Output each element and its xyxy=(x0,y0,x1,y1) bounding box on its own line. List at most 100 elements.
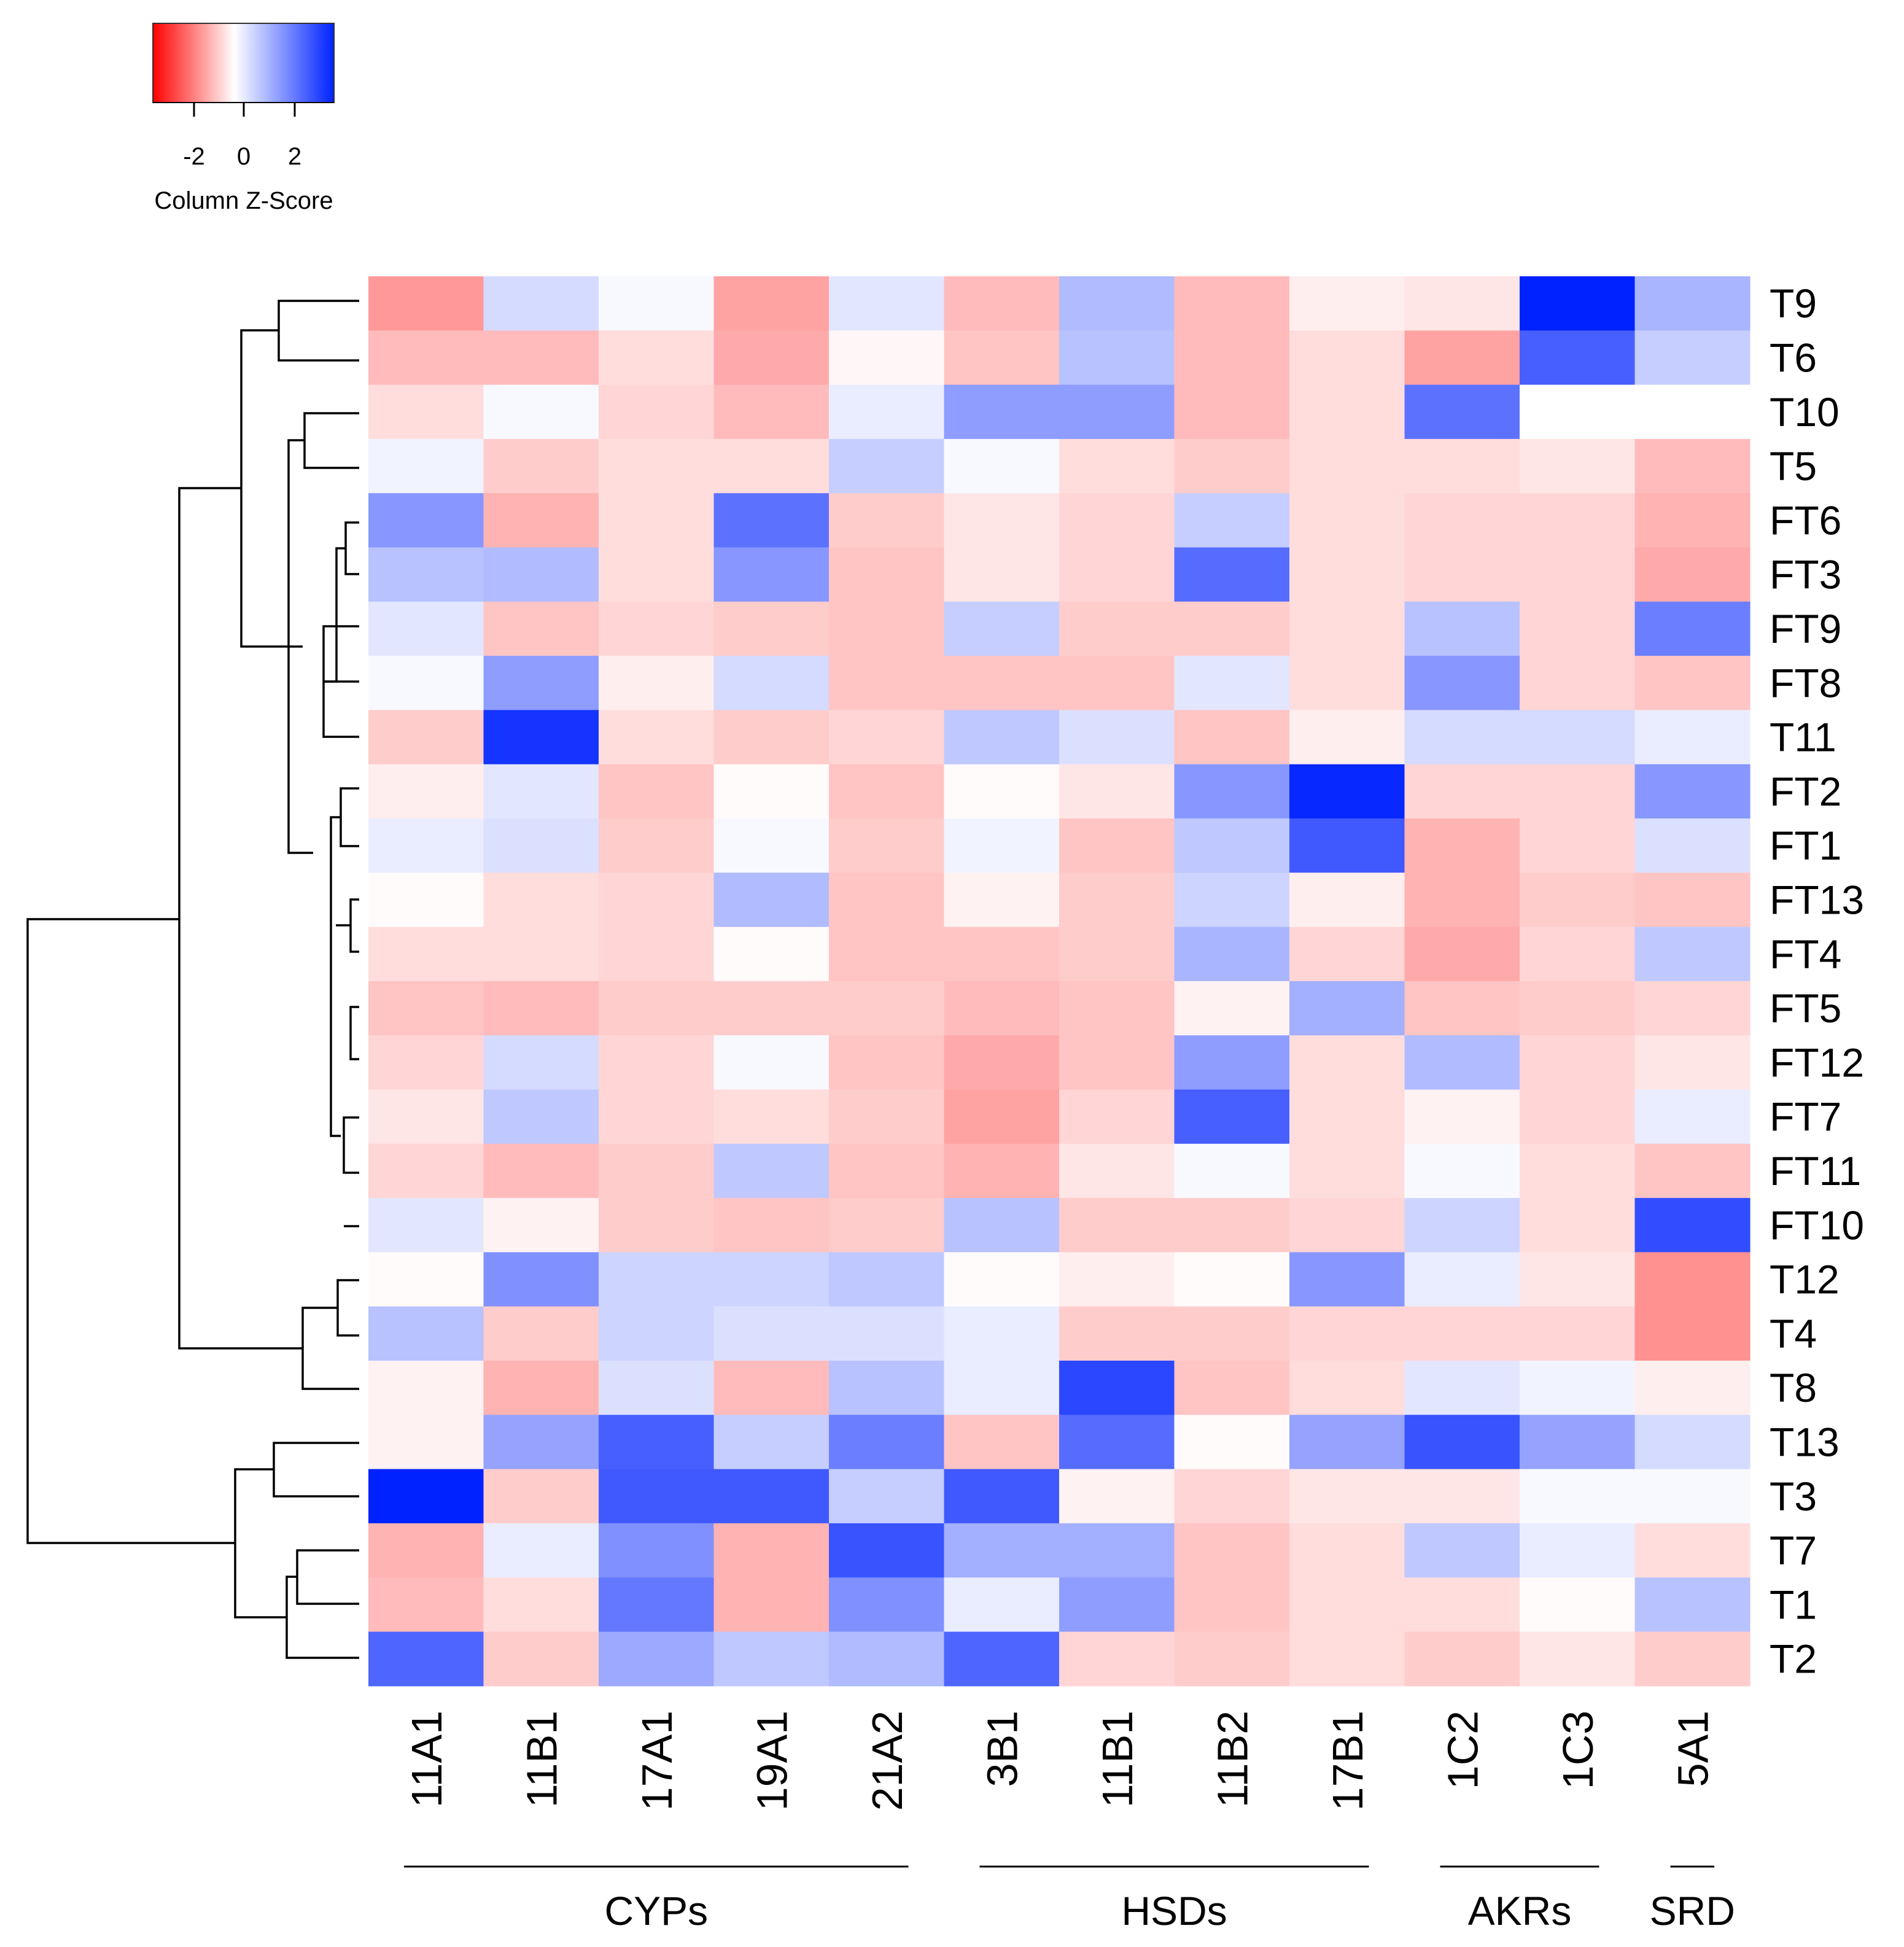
heatmap-cell xyxy=(1404,384,1520,440)
column-label: 11B1 xyxy=(518,1711,565,1808)
heatmap-cell xyxy=(599,1631,715,1687)
column-labels: 11A1 11B1 17A1 19A1 21A2 3B1 11B1 11B2 17B1 1C2 1C… xyxy=(403,1711,1717,1811)
dendrogram-branch xyxy=(303,412,359,469)
heatmap-cell xyxy=(1059,872,1175,928)
heatmap-cell xyxy=(713,764,830,819)
heatmap-cell xyxy=(368,601,484,656)
heatmap-cell xyxy=(1289,276,1405,331)
row-label: T11 xyxy=(1770,715,1836,760)
color-key-tick-marks xyxy=(193,103,296,117)
column-label: 19A1 xyxy=(748,1711,796,1811)
heatmap-cell xyxy=(483,330,599,386)
heatmap-cell xyxy=(599,1089,715,1144)
heatmap-cell xyxy=(713,1361,830,1415)
heatmap-cell xyxy=(368,276,484,331)
heatmap-cell xyxy=(944,710,1060,765)
heatmap-cell xyxy=(1520,872,1636,928)
heatmap-cell xyxy=(944,1198,1060,1253)
heatmap-cell xyxy=(1174,927,1290,982)
heatmap-cell xyxy=(1520,1577,1636,1633)
heatmap-cell xyxy=(944,818,1060,873)
heatmap-cell xyxy=(713,872,830,928)
heatmap-cell xyxy=(829,818,945,873)
dendrogram-branch xyxy=(26,918,235,1544)
heatmap-cell xyxy=(1289,1415,1405,1470)
row-label: T10 xyxy=(1770,389,1840,435)
heatmap-cell xyxy=(1289,1089,1405,1144)
heatmap-cell xyxy=(1634,981,1751,1036)
heatmap-cell xyxy=(1059,1361,1175,1415)
heatmap-cell xyxy=(599,1523,715,1578)
heatmap-cell xyxy=(1404,1523,1520,1578)
heatmap-cell xyxy=(368,438,484,494)
row-label: T7 xyxy=(1770,1528,1817,1573)
heatmap-cell xyxy=(368,1577,484,1633)
heatmap-cell xyxy=(483,710,599,765)
row-label: T6 xyxy=(1770,335,1817,380)
heatmap-cell xyxy=(368,1631,484,1687)
heatmap-cell xyxy=(1059,1577,1175,1633)
heatmap-cell xyxy=(829,1469,945,1524)
dendrogram-branch xyxy=(330,816,341,1137)
row-label: T12 xyxy=(1770,1257,1840,1302)
heatmap-cell xyxy=(1059,1523,1175,1578)
heatmap-cell xyxy=(944,1469,1060,1524)
heatmap-cell xyxy=(1520,818,1636,873)
heatmap-cells xyxy=(368,276,1751,1687)
heatmap-cell xyxy=(1059,1469,1175,1524)
heatmap-cell xyxy=(1289,601,1405,656)
color-key: -2 0 2 Column Z-Score xyxy=(152,23,335,214)
heatmap-cell xyxy=(368,1361,484,1415)
heatmap-cell xyxy=(829,601,945,656)
heatmap-cell xyxy=(944,1415,1060,1470)
heatmap-cell xyxy=(483,656,599,710)
heatmap-cell xyxy=(1520,1198,1636,1253)
heatmap-cell xyxy=(483,1469,599,1524)
color-key-tick-label: -2 xyxy=(183,143,205,170)
column-groups: CYPs HSDs AKRs SRD xyxy=(404,1865,1735,1933)
heatmap-cell xyxy=(829,656,945,710)
heatmap-cell xyxy=(1404,710,1520,765)
heatmap-cell xyxy=(483,1306,599,1361)
column-label: 1C2 xyxy=(1439,1711,1486,1789)
heatmap-cell xyxy=(483,1415,599,1470)
heatmap-cell xyxy=(1174,276,1290,331)
heatmap-cell xyxy=(1174,1035,1290,1090)
column-label: 3B1 xyxy=(978,1711,1026,1787)
heatmap-cell xyxy=(599,493,715,548)
heatmap-cell xyxy=(713,493,830,548)
dendrogram-branch xyxy=(340,787,359,847)
row-label: FT4 xyxy=(1770,931,1841,977)
heatmap-cell xyxy=(713,601,830,656)
heatmap-cell xyxy=(1520,1361,1636,1415)
heatmap-cell xyxy=(483,1252,599,1307)
heatmap-cell xyxy=(1174,1252,1290,1307)
heatmap-cell xyxy=(829,438,945,494)
heatmap-cell xyxy=(1634,1143,1751,1199)
heatmap-cell xyxy=(368,1089,484,1144)
heatmap-cell xyxy=(368,384,484,440)
heatmap-cell xyxy=(1404,330,1520,386)
heatmap-cell xyxy=(1289,872,1405,928)
heatmap-cell xyxy=(713,1089,830,1144)
column-label: 1C3 xyxy=(1554,1711,1602,1789)
heatmap-cell xyxy=(1634,1415,1751,1470)
heatmap-cell xyxy=(368,1143,484,1199)
row-label: FT3 xyxy=(1770,552,1841,597)
heatmap-cell xyxy=(1634,872,1751,928)
heatmap-cell xyxy=(483,1361,599,1415)
heatmap-cell xyxy=(829,384,945,440)
heatmap-cell xyxy=(713,330,830,386)
heatmap-cell xyxy=(1634,927,1751,982)
heatmap-cell xyxy=(368,493,484,548)
row-label: T13 xyxy=(1770,1420,1840,1465)
heatmap-cell xyxy=(1174,1631,1290,1687)
heatmap-cell xyxy=(483,981,599,1036)
heatmap-cell xyxy=(599,872,715,928)
heatmap-cell xyxy=(713,710,830,765)
heatmap-cell xyxy=(829,547,945,602)
heatmap-cell xyxy=(1174,656,1290,710)
heatmap-cell xyxy=(1404,1631,1520,1687)
heatmap-cell xyxy=(1404,872,1520,928)
color-key-title: Column Z-Score xyxy=(154,187,333,214)
